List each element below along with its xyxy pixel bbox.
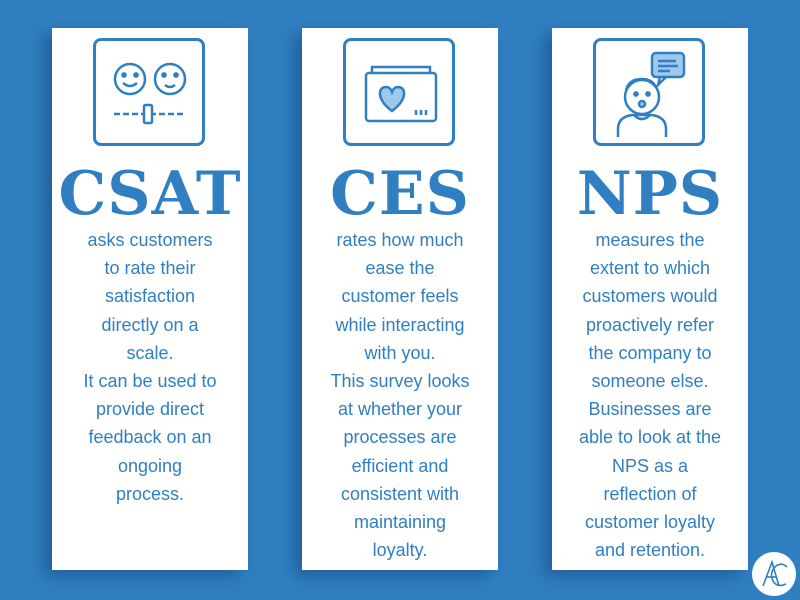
card-title: CSAT [58, 159, 242, 229]
card-title: NPS [576, 159, 724, 229]
text-line: asks customers [87, 230, 213, 250]
text-line: measures the [595, 230, 705, 250]
text-line: and retention. [594, 540, 706, 561]
ces-card: CES rates how much ease the customer fee… [302, 28, 498, 570]
text-line: rates how much [336, 230, 464, 250]
text-line: extent to which [589, 258, 711, 279]
text-line: customer feels [341, 286, 459, 307]
text-line: Businesses are [588, 399, 712, 420]
ac-monogram-logo [752, 552, 796, 596]
text-line: ease the [365, 258, 435, 279]
text-line: processes are [343, 427, 457, 448]
rating-slider-faces-icon [93, 38, 205, 146]
text-line: maintaining [353, 512, 447, 533]
text-line: consistent with [340, 483, 460, 504]
card-title: CES [330, 159, 470, 229]
text-line: to rate their [104, 258, 196, 279]
nps-card: NPS measures the extent to which custome… [552, 28, 748, 570]
text-line: while interacting [335, 314, 465, 335]
text-line: process. [115, 483, 185, 504]
csat-card: CSAT asks customers to rate their satisf… [52, 28, 248, 570]
card-description: rates how much ease the customer feels w… [308, 226, 492, 564]
text-line: ongoing [117, 455, 183, 476]
text-line: satisfaction [104, 286, 196, 307]
text-line: NPS as a [611, 455, 689, 476]
text-line: It can be used to [83, 371, 217, 392]
text-line: feedback on an [88, 427, 212, 448]
card-description: asks customers to rate their satisfactio… [58, 226, 242, 508]
text-line: customers would [582, 286, 718, 307]
text-line: reflection of [603, 483, 697, 504]
text-line: at whether your [337, 399, 463, 420]
card-description: measures the extent to which customers w… [558, 226, 742, 564]
text-line: scale. [126, 342, 174, 363]
text-line: efficient and [351, 455, 449, 476]
text-line: directly on a [101, 314, 199, 335]
text-line: customer loyalty [584, 512, 716, 533]
text-line: provide direct [95, 399, 205, 420]
person-speech-bubble-icon [593, 38, 705, 146]
heart-window-icon [343, 38, 455, 146]
text-line: proactively refer [585, 314, 715, 335]
text-line: the company to [588, 342, 712, 363]
text-line: This survey looks [330, 371, 470, 392]
text-line: someone else. [591, 371, 709, 392]
text-line: able to look at the [578, 427, 722, 448]
text-line: with you. [364, 342, 436, 363]
text-line: loyalty. [372, 540, 428, 561]
